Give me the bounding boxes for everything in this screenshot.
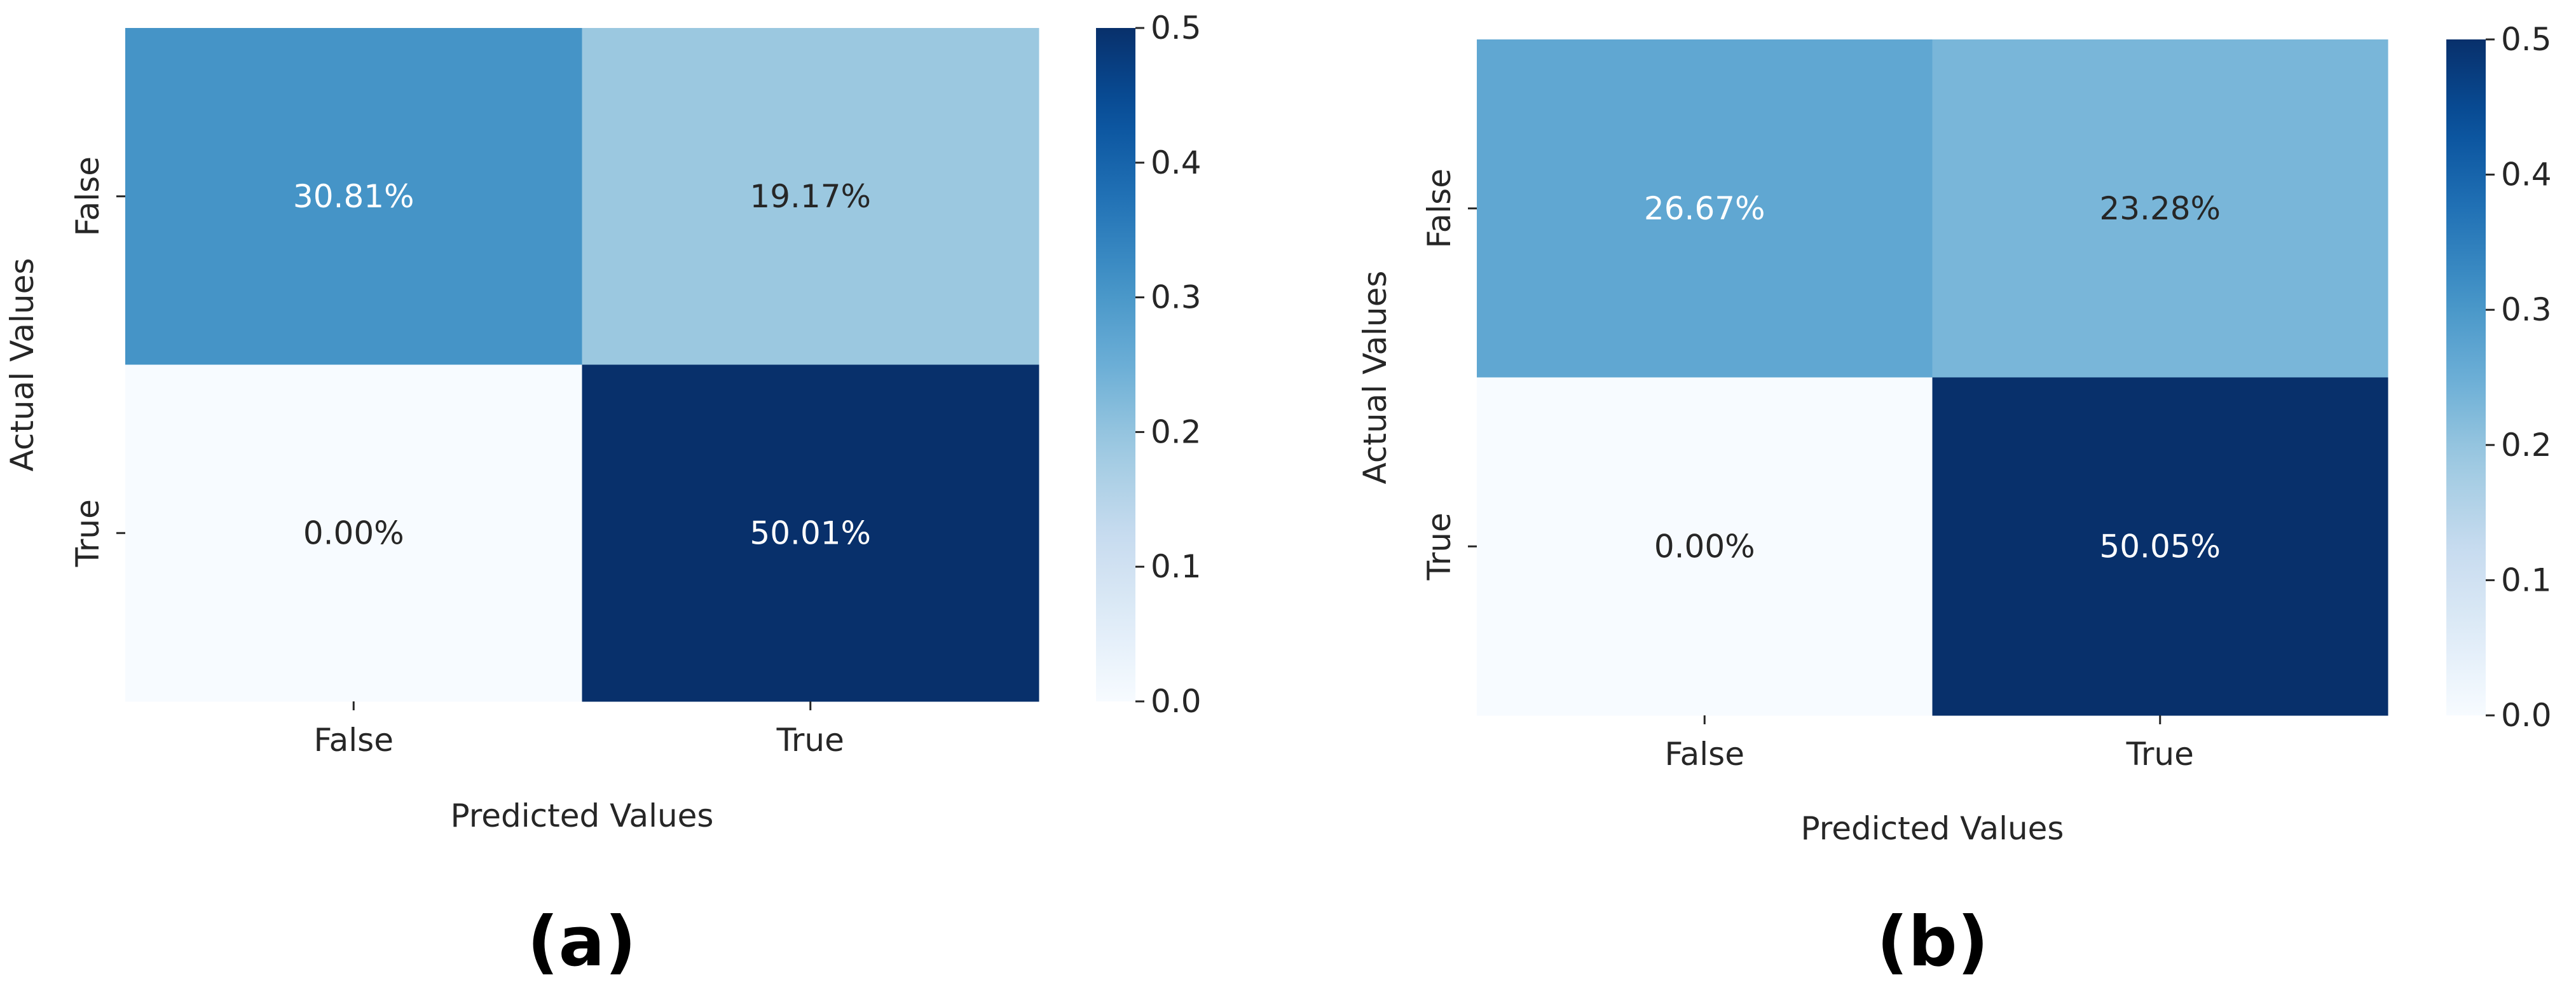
y-tick-label: True	[1421, 513, 1458, 581]
x-tick-label: True	[776, 722, 844, 759]
x-axis-title: Predicted Values	[1801, 810, 2064, 847]
cell-annotation: 26.67%	[1644, 190, 1765, 227]
colorbar-tick-label: 0.1	[2501, 561, 2552, 598]
heatmap-cell-r1-c0	[125, 364, 582, 702]
heatmap-panel-1: 30.81% 19.17% 0.00% 50.01% False True False Tru…	[4, 10, 1202, 834]
panel-label: (a)	[527, 902, 636, 982]
x-axis-title: Predicted Values	[451, 797, 714, 834]
heatmap-cell-r0-c0	[1477, 39, 1933, 378]
heatmap-cell-r1-c0	[1477, 377, 1933, 716]
cell-annotation: 19.17%	[750, 178, 871, 215]
colorbar-tick-label: 0.1	[1151, 548, 1202, 585]
colorbar-tick-label: 0.2	[2501, 427, 2552, 464]
colorbar-tick-label: 0.0	[2501, 697, 2552, 734]
colorbar-tick-label: 0.3	[1151, 279, 1202, 316]
cell-annotation: 0.00%	[1654, 528, 1755, 565]
colorbar-tick-label: 0.5	[2501, 21, 2552, 58]
y-tick-label: False	[69, 156, 106, 237]
cell-annotation: 0.00%	[303, 514, 404, 551]
panel-label: (b)	[1877, 902, 1989, 982]
colorbar-tick-label: 0.2	[1151, 413, 1202, 450]
colorbar-tick-label: 0.0	[1151, 683, 1202, 720]
cell-annotation: 50.05%	[2099, 528, 2221, 565]
x-tick-label: False	[1664, 736, 1744, 773]
y-axis-title: Actual Values	[1357, 271, 1394, 485]
colorbar	[1096, 28, 1135, 701]
x-tick-label: True	[2126, 736, 2194, 773]
colorbar	[2446, 39, 2486, 715]
y-axis-title: Actual Values	[4, 258, 41, 472]
heatmap-cell-r0-c1	[582, 28, 1039, 365]
heatmap-panel-2: 26.67% 23.28% 0.00% 50.05% False True False Tru…	[1357, 21, 2552, 847]
colorbar-tick-label: 0.4	[2501, 156, 2552, 193]
heatmap-cell-r1-c1	[582, 364, 1039, 702]
y-tick-label: False	[1421, 169, 1458, 249]
x-tick-label: False	[313, 722, 394, 759]
colorbar-tick-label: 0.3	[2501, 291, 2552, 328]
cell-annotation: 30.81%	[293, 178, 414, 215]
y-tick-label: True	[69, 499, 106, 567]
cell-annotation: 23.28%	[2099, 190, 2221, 227]
cell-annotation: 50.01%	[750, 514, 871, 551]
colorbar-tick-label: 0.5	[1151, 10, 1202, 46]
heatmap-cell-r1-c1	[1932, 377, 2388, 716]
colorbar-tick-label: 0.4	[1151, 144, 1202, 181]
heatmap-cell-r0-c1	[1932, 39, 2388, 378]
heatmap-cell-r0-c0	[125, 28, 582, 365]
